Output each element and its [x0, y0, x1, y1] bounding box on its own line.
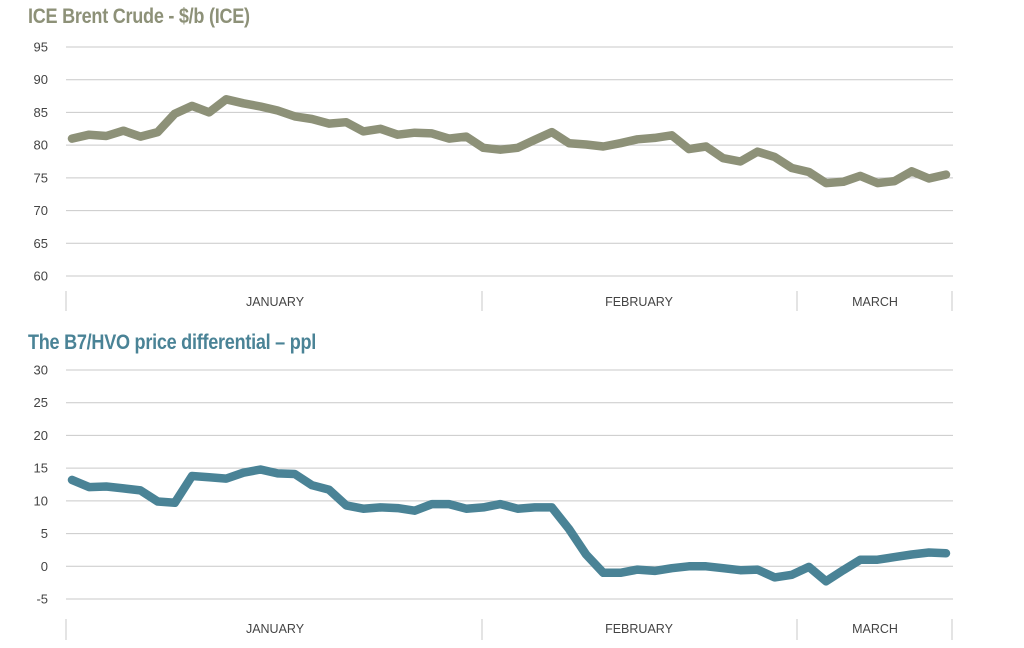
- y-tick-label: 85: [34, 105, 48, 120]
- y-tick-label: 30: [34, 363, 48, 378]
- x-month-label: JANUARY: [246, 622, 305, 636]
- y-tick-label: 20: [34, 428, 48, 443]
- y-tick-label: 0: [41, 559, 48, 574]
- y-tick-label: 15: [34, 461, 48, 476]
- y-tick-label: 60: [34, 269, 48, 284]
- chart-title: ICE Brent Crude - $/b (ICE): [28, 5, 250, 28]
- chart-2: 30 25 20 15 10 5 0 -5 JANUARY FEBRUARY MARCH: [34, 363, 953, 640]
- y-tick-label: -5: [36, 592, 48, 607]
- y-tick-label: 65: [34, 236, 48, 251]
- y-tick-label: 90: [34, 72, 48, 87]
- y-tick-label: 70: [34, 203, 48, 218]
- y-tick-label: 25: [34, 395, 48, 410]
- y-tick-label: 95: [34, 40, 48, 55]
- y-tick-label: 75: [34, 170, 48, 185]
- x-month-label: JANUARY: [246, 295, 305, 309]
- chart-1: 95 90 85 80 75 70 65 60 JANUARY FEBRUARY MARCH: [34, 40, 953, 311]
- x-month-label: MARCH: [852, 622, 898, 636]
- series-line: [67, 95, 951, 188]
- x-month-label: FEBRUARY: [605, 295, 674, 309]
- series-line: [67, 465, 951, 586]
- x-month-label: FEBRUARY: [605, 622, 674, 636]
- y-tick-label: 10: [34, 493, 48, 508]
- x-month-label: MARCH: [852, 295, 898, 309]
- y-tick-label: 80: [34, 138, 48, 153]
- y-tick-label: 5: [41, 526, 48, 541]
- chart-title: The B7/HVO price differential – ppl: [28, 331, 317, 354]
